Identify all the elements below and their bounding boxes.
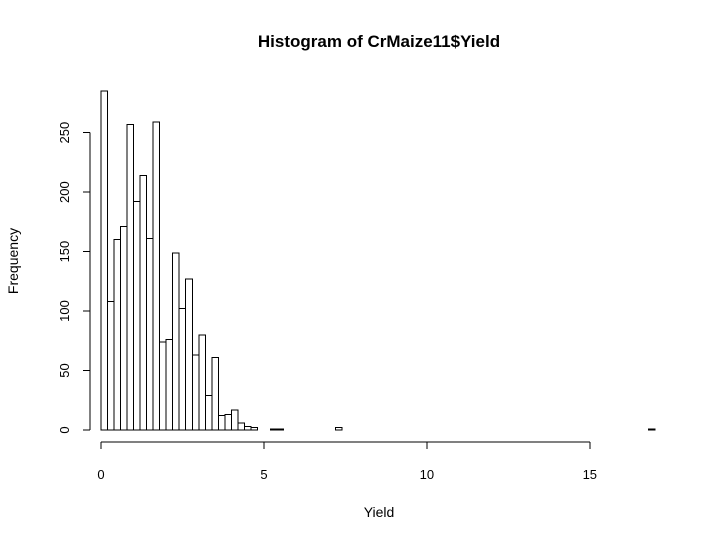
histogram-bar xyxy=(335,427,343,431)
histogram-bar xyxy=(191,354,200,431)
histogram-bar xyxy=(204,395,213,431)
y-tick-label: 200 xyxy=(57,181,72,203)
histogram-bar xyxy=(237,422,245,431)
y-tick-label: 100 xyxy=(57,300,72,322)
histogram-bar xyxy=(165,339,174,431)
histogram-bar xyxy=(100,90,109,431)
histogram-bar xyxy=(159,341,167,431)
histogram-bar xyxy=(276,428,285,431)
histogram-bar xyxy=(178,308,187,431)
histogram-bar xyxy=(250,427,258,431)
y-tick-label: 50 xyxy=(57,363,72,377)
x-tick-label: 5 xyxy=(260,467,267,482)
y-axis-label: Frequency xyxy=(5,228,21,294)
histogram-bar xyxy=(198,334,206,431)
chart-title: Histogram of CrMaize11$Yield xyxy=(258,32,500,51)
y-tick-label: 150 xyxy=(57,241,72,263)
histogram-bar xyxy=(107,301,115,431)
histogram-bar xyxy=(113,239,122,431)
histogram-bar xyxy=(647,428,656,431)
histogram-bar xyxy=(269,428,278,431)
histogram-bar xyxy=(139,174,148,431)
y-tick-label: 250 xyxy=(57,122,72,144)
histogram-bar xyxy=(230,409,239,431)
y-axis-ticks: 0 50 100 150 200 250 xyxy=(57,122,90,434)
histogram-bar xyxy=(133,201,141,431)
histogram-bar xyxy=(146,237,154,431)
histogram-bar xyxy=(172,252,180,431)
x-tick-label: 10 xyxy=(420,467,434,482)
x-tick-label: 0 xyxy=(97,467,104,482)
histogram-bar xyxy=(217,415,226,431)
x-axis-label: Yield xyxy=(364,504,395,520)
histogram-bar xyxy=(126,123,135,431)
bars-group xyxy=(100,90,656,431)
histogram-bar xyxy=(243,425,252,431)
histogram-bar xyxy=(224,414,232,431)
histogram-bar xyxy=(185,278,193,431)
histogram-bar xyxy=(120,226,128,431)
histogram-bar xyxy=(152,121,161,431)
histogram-bar xyxy=(211,356,219,431)
x-axis-ticks: 0 5 10 15 xyxy=(97,442,597,482)
y-tick-label: 0 xyxy=(57,426,72,433)
x-tick-label: 15 xyxy=(583,467,597,482)
